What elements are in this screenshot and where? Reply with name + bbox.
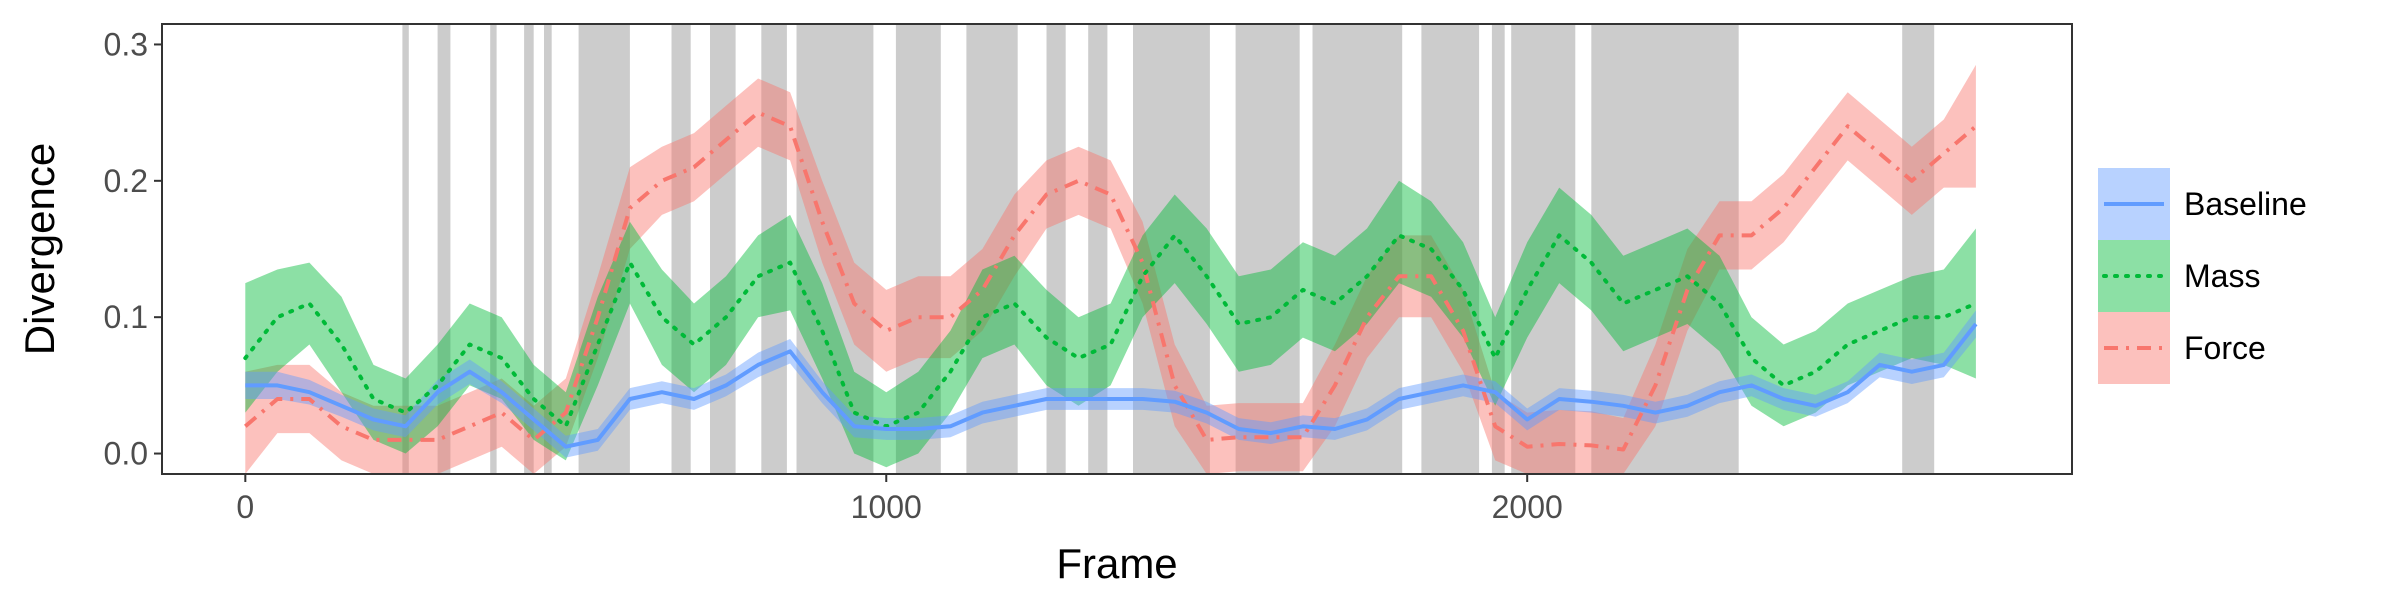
plot-panel-border [161,23,2073,475]
shaded-intervals [402,24,1935,474]
shaded-interval [1046,24,1066,474]
x-tick-label: 0 [236,489,254,525]
y-tick-label: 0.2 [104,163,148,199]
shaded-interval [544,24,552,474]
line-force [244,110,1978,452]
shaded-interval [402,24,409,474]
shaded-interval [796,24,874,474]
y-tick-label: 0.0 [104,436,148,472]
shaded-interval [1491,24,1505,474]
y-axis: 0.0 0.1 0.2 0.3 [104,26,162,472]
shaded-interval [1088,24,1108,474]
x-axis: 0 1000 2000 [236,474,1563,525]
shaded-interval [1235,24,1300,474]
y-tick-label: 0.3 [104,26,148,62]
shaded-interval [1902,24,1935,474]
line-mass [243,233,1978,429]
shaded-interval [490,24,497,474]
line-baseline [245,322,1978,449]
shaded-interval [761,24,787,474]
confidence-bands [245,64,1976,475]
shaded-interval [1591,24,1739,474]
shaded-interval [710,24,736,474]
x-tick-label: 2000 [1492,489,1563,525]
shaded-interval [895,24,941,474]
shaded-interval [524,24,534,474]
shaded-interval [437,24,451,474]
series-lines [243,110,1978,452]
shaded-interval [966,24,1018,474]
legend-item-baseline: Baseline [2098,168,2307,240]
y-axis-title: Divergence [16,143,63,355]
legend-label: Mass [2184,258,2260,294]
legend: Baseline Mass Force [2098,168,2307,384]
shaded-interval [671,24,691,474]
legend-label: Force [2184,330,2266,366]
legend-label: Baseline [2184,186,2307,222]
band-force [245,64,1976,475]
x-axis-title: Frame [1056,540,1177,587]
y-tick-label: 0.1 [104,299,148,335]
legend-item-force: Force [2098,312,2266,384]
legend-item-mass: Mass [2098,240,2260,312]
band-mass [245,180,1976,468]
shaded-interval [578,24,630,474]
x-tick-label: 1000 [851,489,922,525]
